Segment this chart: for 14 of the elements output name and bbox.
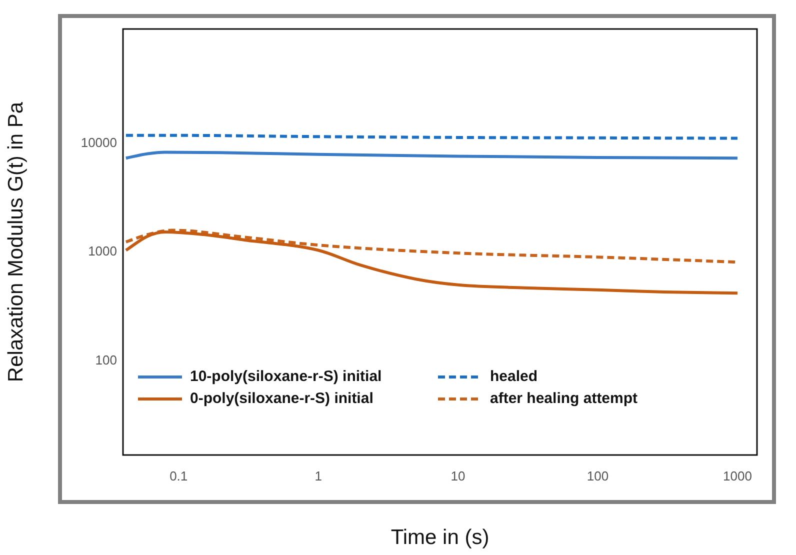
x-tick-label: 0.1 bbox=[170, 468, 188, 484]
x-axis-title: Time in (s) bbox=[390, 526, 490, 550]
legend-label: 0-poly(siloxane-r-S) initial bbox=[190, 390, 374, 408]
legend-label: after healing attempt bbox=[490, 390, 638, 408]
y-tick-label: 1000 bbox=[88, 244, 117, 259]
y-tick-label: 100 bbox=[95, 352, 117, 368]
x-tick-label: 100 bbox=[586, 468, 609, 484]
y-tick-label: 10000 bbox=[80, 134, 117, 150]
x-tick-label: 1000 bbox=[722, 468, 752, 484]
legend-label: healed bbox=[490, 368, 538, 386]
y-axis-title: Relaxation Modulus G(t) in Pa bbox=[4, 102, 28, 382]
legend-label: 10-poly(siloxane-r-S) initial bbox=[190, 368, 382, 386]
x-tick-label: 1 bbox=[314, 468, 322, 484]
x-tick-label: 10 bbox=[450, 468, 466, 484]
